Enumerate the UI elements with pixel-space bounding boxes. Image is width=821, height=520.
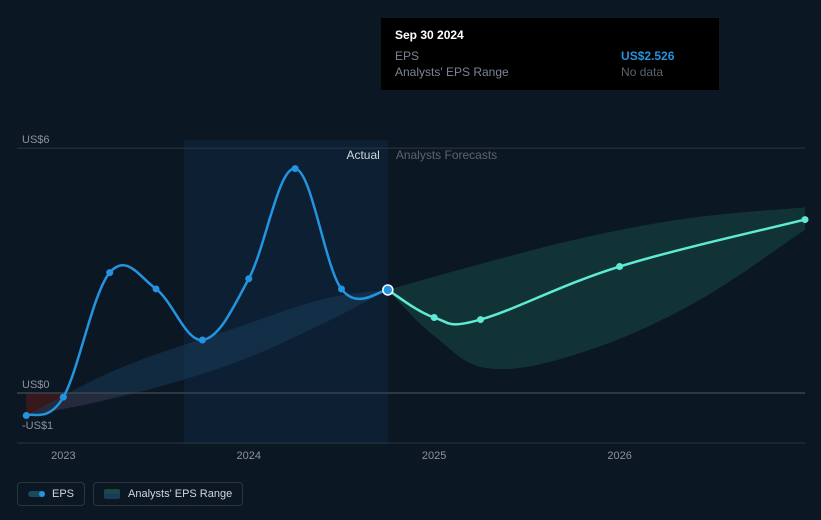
x-axis-label: 2024	[237, 450, 261, 462]
tooltip-value: US$2.526	[621, 48, 705, 64]
eps-forecast-point	[477, 316, 484, 323]
eps-actual-point	[338, 285, 345, 292]
eps-actual-point	[292, 165, 299, 172]
eps-forecast-point	[616, 263, 623, 270]
tooltip-row: EPSUS$2.526	[395, 48, 705, 64]
eps-actual-point	[199, 336, 206, 343]
tooltip-date: Sep 30 2024	[395, 28, 705, 42]
legend-label: EPS	[52, 488, 74, 500]
legend-swatch-line-icon	[28, 491, 44, 497]
x-axis-label: 2026	[607, 450, 631, 462]
tooltip-key: Analysts' EPS Range	[395, 64, 621, 80]
region-label-forecast: Analysts Forecasts	[396, 148, 497, 162]
legend-item[interactable]: EPS	[17, 482, 85, 506]
hover-marker	[383, 285, 393, 295]
eps-actual-point	[245, 275, 252, 282]
tooltip-value: No data	[621, 64, 705, 80]
eps-forecast-point	[431, 314, 438, 321]
region-label-actual: Actual	[346, 148, 379, 162]
legend-swatch-area-icon	[104, 489, 120, 499]
y-axis-label: US$6	[22, 134, 50, 146]
eps-actual-point	[153, 285, 160, 292]
hover-tooltip: Sep 30 2024 EPSUS$2.526Analysts' EPS Ran…	[381, 18, 719, 90]
actual-shade	[184, 140, 388, 444]
legend-item[interactable]: Analysts' EPS Range	[93, 482, 243, 506]
eps-forecast-point	[802, 216, 809, 223]
tooltip-row: Analysts' EPS RangeNo data	[395, 64, 705, 80]
tooltip-key: EPS	[395, 48, 621, 64]
tooltip-table: EPSUS$2.526Analysts' EPS RangeNo data	[395, 48, 705, 80]
legend: EPS Analysts' EPS Range	[17, 482, 243, 506]
eps-chart: Sep 30 2024 EPSUS$2.526Analysts' EPS Ran…	[0, 0, 821, 520]
legend-label: Analysts' EPS Range	[128, 488, 232, 500]
x-axis-label: 2025	[422, 450, 446, 462]
eps-actual-point	[106, 269, 113, 276]
y-axis-label: -US$1	[22, 420, 53, 432]
eps-actual-point	[60, 394, 67, 401]
x-axis-label: 2023	[51, 450, 75, 462]
eps-actual-point	[23, 412, 30, 419]
y-axis-label: US$0	[22, 379, 50, 391]
